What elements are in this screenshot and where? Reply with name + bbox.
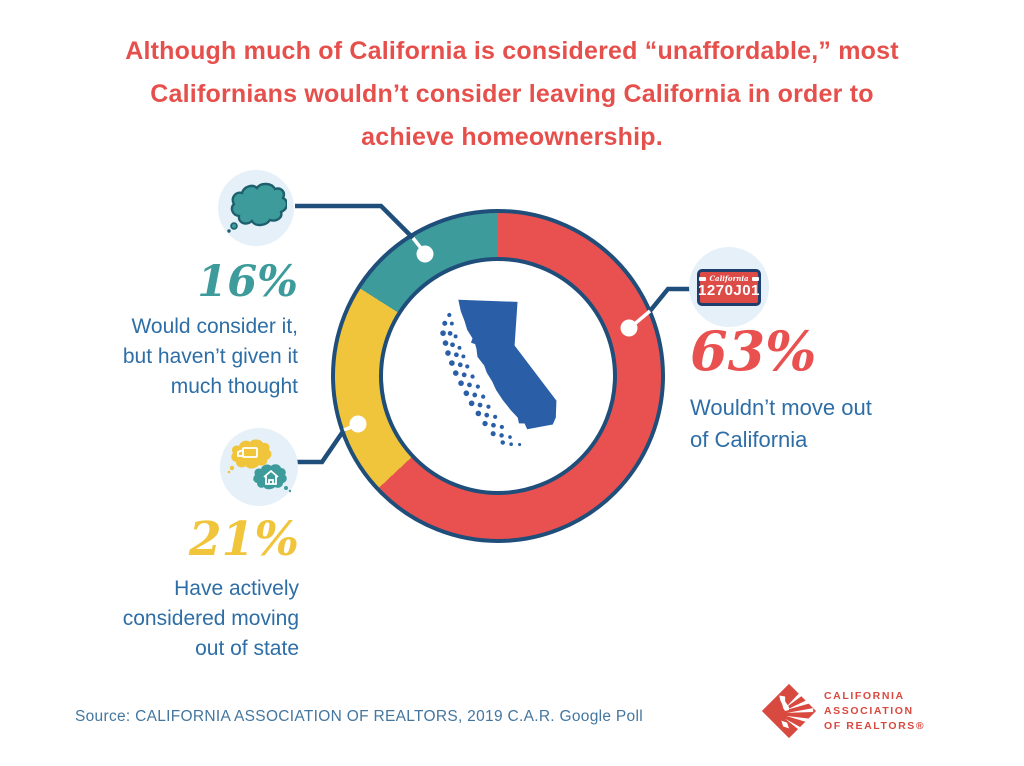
thought-cloud-icon — [218, 170, 294, 246]
stat-red-label-line1: Wouldn’t move out — [690, 395, 872, 420]
car-logo-line2: ASSOCIATION — [824, 704, 914, 717]
plate-tab-right — [751, 276, 759, 281]
stat-teal-percent: 16% — [197, 257, 298, 307]
stat-yellow-label-line1: Have actively — [174, 577, 299, 600]
license-plate-icon: California 1270J01 — [689, 247, 769, 327]
license-plate-header: California — [699, 273, 759, 283]
stat-teal-label: Would consider it, but haven’t given it … — [110, 312, 298, 402]
page-title: Although much of California is considere… — [60, 30, 964, 159]
stat-teal-label-line2: but haven’t given it — [122, 345, 298, 368]
moving-glyph — [227, 439, 291, 493]
stat-red: 63% Wouldn’t move out of California — [690, 320, 930, 456]
plate-number: 1270J01 — [698, 281, 760, 299]
moving-thought-bubbles-icon — [220, 428, 298, 506]
stat-red-label: Wouldn’t move out of California — [690, 392, 930, 456]
source-attribution: Source: CALIFORNIA ASSOCIATION OF REALTO… — [75, 708, 643, 725]
donut-ring — [331, 209, 665, 543]
donut-hole — [379, 257, 617, 495]
title-line-3: achieve homeownership. — [361, 123, 663, 151]
stat-yellow-label-line3: out of state — [195, 637, 299, 660]
title-line-1: Although much of California is considere… — [125, 37, 899, 65]
stat-yellow-label: Have actively considered moving out of s… — [99, 574, 299, 664]
car-logo-line1: CALIFORNIA — [824, 689, 905, 702]
stat-yellow-percent: 21% — [188, 512, 299, 567]
plate-state-name: California — [709, 273, 749, 283]
california-state-map-icon — [440, 299, 557, 447]
stat-yellow: 21% Have actively considered moving out … — [99, 514, 299, 664]
stat-teal: 16% Would consider it, but haven’t given… — [110, 258, 298, 402]
car-logo: CALIFORNIA ASSOCIATION OF REALTORS® — [760, 682, 925, 740]
stat-teal-label-line3: much thought — [170, 375, 298, 398]
stat-yellow-label-line2: considered moving — [122, 607, 299, 630]
title-line-2: Californians wouldn’t consider leaving C… — [150, 80, 874, 108]
car-logo-text: CALIFORNIA ASSOCIATION OF REALTORS® — [824, 689, 925, 734]
car-logo-diamond-icon — [761, 683, 817, 739]
thought-cloud-glyph — [227, 182, 287, 233]
stat-red-label-line2: of California — [690, 427, 808, 452]
plate-tab-left — [699, 276, 707, 281]
stat-teal-label-line1: Would consider it, — [131, 315, 298, 338]
car-logo-line3: OF REALTORS® — [824, 719, 926, 732]
license-plate: California 1270J01 — [697, 268, 761, 306]
stat-red-percent: 63% — [690, 319, 817, 383]
